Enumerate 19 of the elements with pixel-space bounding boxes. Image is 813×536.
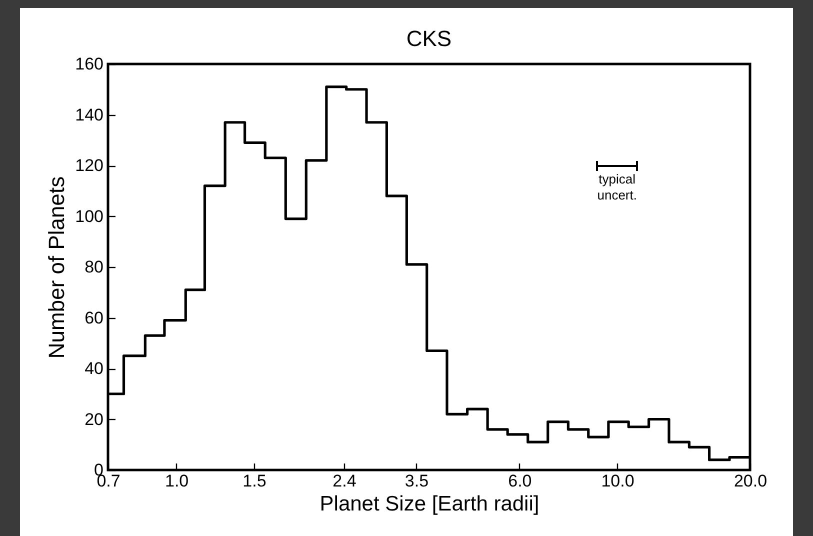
y-tick-label: 60	[84, 308, 104, 328]
y-tick-label: 160	[75, 54, 104, 74]
x-axis-title: Planet Size [Earth radii]	[320, 492, 540, 516]
y-axis-title: Number of Planets	[44, 176, 70, 359]
y-tick-label: 40	[84, 359, 104, 378]
x-tick-label: 2.4	[332, 472, 356, 490]
x-tick-label: 20.0	[734, 472, 768, 490]
y-tick-label: 20	[84, 410, 104, 429]
x-tick-label: 3.5	[404, 472, 429, 490]
y-tick-label: 140	[75, 105, 104, 124]
annotation: typical uncert.	[597, 172, 637, 203]
x-tick-label: 1.0	[164, 472, 189, 490]
x-tick-label: 6.0	[508, 472, 532, 490]
x-tick-label: 1.5	[242, 472, 266, 490]
chart-title: CKS	[406, 26, 452, 51]
y-tick-label: 120	[75, 156, 104, 175]
y-tick-label: 80	[84, 258, 104, 276]
y-tick-label: 100	[75, 206, 104, 226]
x-tick-label: 10.0	[601, 472, 634, 490]
